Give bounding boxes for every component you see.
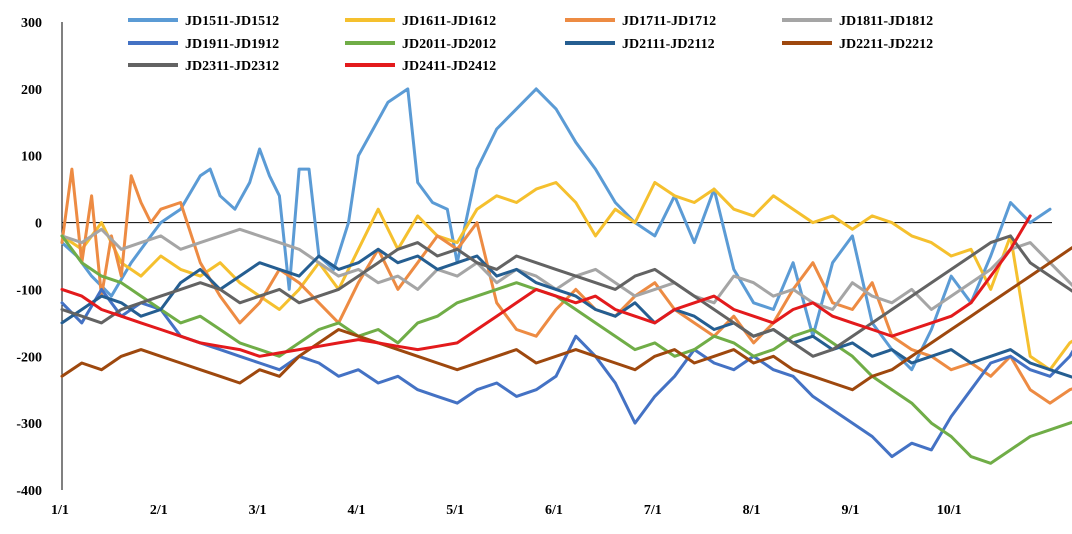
x-tick-label: 4/1 <box>347 503 365 518</box>
legend-label: JD1811-JD1812 <box>839 14 933 29</box>
legend-label: JD1611-JD1612 <box>402 14 496 29</box>
y-tick-label: -300 <box>16 417 42 432</box>
x-tick-label: 9/1 <box>841 503 859 518</box>
legend-label: JD2211-JD2212 <box>839 37 933 52</box>
legend-label: JD2311-JD2312 <box>185 59 279 74</box>
legend-label: JD1711-JD1712 <box>622 14 716 29</box>
series-line-jd1711-jd1712 <box>60 167 1072 405</box>
legend: JD1511-JD1512 JD1611-JD1612 JD1711-JD1712 J… <box>128 14 933 74</box>
y-tick-label: -400 <box>16 484 42 499</box>
y-tick-label: -200 <box>16 350 42 365</box>
x-tick-label: 2/1 <box>150 503 168 518</box>
legend-label: JD2411-JD2412 <box>402 59 496 74</box>
x-tick-label: 1/1 <box>51 503 69 518</box>
y-tick-label: -100 <box>16 283 42 298</box>
series-lines <box>60 87 1072 465</box>
x-tick-label: 5/1 <box>446 503 464 518</box>
series-line-jd1911-jd1912 <box>60 287 1072 459</box>
legend-label: JD1911-JD1912 <box>185 37 279 52</box>
series-line-jd2311-jd2312 <box>60 234 1072 358</box>
series-line-jd2411-jd2412 <box>60 214 1032 358</box>
x-tick-label: 7/1 <box>644 503 662 518</box>
y-tick-label: 300 <box>21 16 42 31</box>
x-tick-label: 3/1 <box>249 503 267 518</box>
series-line-jd1611-jd1612 <box>60 181 1072 372</box>
series-line-jd2211-jd2212 <box>60 245 1072 392</box>
y-tick-label: 100 <box>21 150 42 165</box>
x-tick-label: 6/1 <box>545 503 563 518</box>
legend-label: JD2111-JD2112 <box>622 37 715 52</box>
y-axis: 300 200 100 0 -100 -200 -300 -400 <box>16 16 63 499</box>
x-tick-label: 8/1 <box>743 503 761 518</box>
x-tick-label: 10/1 <box>937 503 962 518</box>
y-tick-label: 200 <box>21 83 42 98</box>
y-tick-label: 0 <box>35 217 42 232</box>
legend-label: JD1511-JD1512 <box>185 14 279 29</box>
legend-label: JD2011-JD2012 <box>402 37 496 52</box>
series-line-jd2011-jd2012 <box>60 234 1072 465</box>
x-axis: 1/1 2/1 3/1 4/1 5/1 6/1 7/1 8/1 9/1 10/1 <box>51 222 1052 518</box>
series-line-jd1811-jd1812 <box>60 227 1072 311</box>
series-line-jd2111-jd2112 <box>60 247 1072 379</box>
